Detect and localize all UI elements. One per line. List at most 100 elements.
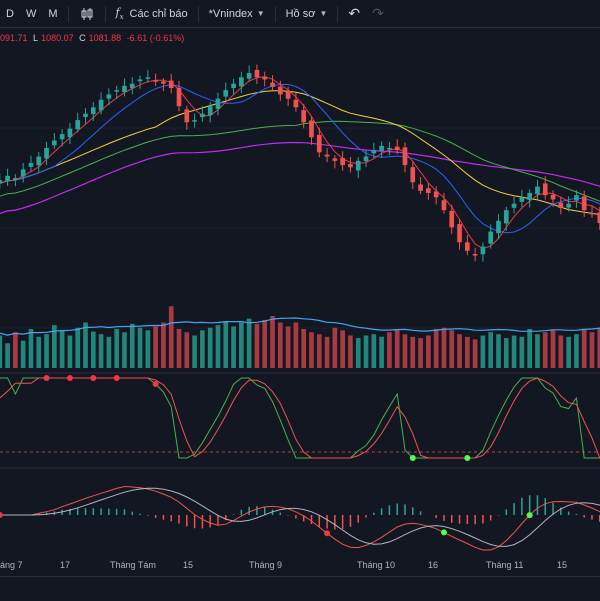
candle-body: [535, 186, 540, 195]
interval-m-button[interactable]: M: [42, 0, 63, 27]
toolbar-divider: [197, 5, 199, 22]
indicators-button[interactable]: fx Các chỉ báo: [110, 0, 194, 27]
volume-bar: [192, 335, 197, 368]
candle-body: [122, 85, 127, 93]
volume-bar: [36, 336, 42, 368]
candle-body: [309, 120, 314, 138]
volume-bar: [293, 322, 299, 368]
candle-body: [67, 128, 73, 138]
candle-body: [503, 210, 509, 224]
time-axis-label: 17: [60, 560, 71, 570]
volume-bar: [581, 329, 587, 368]
volume-bar: [176, 329, 182, 368]
interval-w-button[interactable]: W: [20, 0, 42, 27]
macd-cross-dot: [324, 530, 331, 537]
candle-body: [161, 81, 166, 84]
volume-bar: [309, 332, 314, 368]
volume-bar: [348, 335, 353, 368]
candle-body: [36, 156, 42, 166]
candle-body: [153, 80, 158, 82]
volume-bar: [239, 322, 244, 368]
volume-bar: [246, 318, 252, 368]
time-axis-label: 16: [428, 560, 439, 570]
candle-body: [566, 203, 571, 208]
profile-dropdown[interactable]: Hồ sơ ▼: [280, 0, 334, 27]
ohlc-low-label: L: [33, 33, 39, 43]
volume-bar: [98, 334, 104, 368]
symbol-label: *Vnindex: [208, 7, 253, 20]
volume-bar: [402, 334, 408, 368]
candle-body: [363, 156, 369, 162]
candle-body: [270, 82, 275, 87]
candle-body: [488, 231, 494, 244]
candle-body: [223, 90, 229, 97]
time-axis-label: áng 7: [0, 560, 23, 570]
chevron-down-icon: ▼: [319, 9, 328, 18]
volume-bar: [231, 326, 236, 368]
candle-body: [44, 148, 49, 159]
candle-body: [355, 160, 361, 171]
candle-body: [441, 200, 447, 211]
candle-body: [246, 73, 252, 79]
candle-body: [574, 195, 579, 201]
candle-body: [207, 106, 213, 116]
macd-cross-dot: [526, 512, 533, 519]
candle-body: [316, 134, 322, 153]
oscillator-signal-dot: [464, 455, 471, 461]
volume-bar: [449, 330, 455, 368]
volume-bar: [441, 327, 447, 368]
volume-bar: [75, 327, 81, 368]
volume-bar: [542, 332, 548, 368]
symbol-dropdown[interactable]: *Vnindex ▼: [203, 0, 271, 27]
volume-bar: [324, 336, 330, 368]
candle-body: [527, 193, 532, 201]
ohlc-legend: 091.71 L 1080.07 C 1081.88 -6.61 (-0.61%): [0, 33, 187, 43]
oscillator-signal-dot: [113, 375, 120, 381]
volume-bar: [168, 306, 174, 368]
candle-body: [301, 110, 307, 123]
oscillator-signal-dot: [43, 375, 50, 381]
candle-body: [5, 175, 10, 181]
candle-body: [449, 210, 455, 228]
volume-bar: [550, 330, 556, 368]
volume-bar: [426, 335, 431, 368]
candle-body: [426, 188, 431, 193]
candle-body: [511, 203, 517, 208]
volume-bar: [410, 336, 416, 368]
volume-bar: [153, 326, 158, 368]
candle-body: [371, 150, 377, 154]
candle-body: [340, 157, 345, 166]
volume-bar: [28, 329, 34, 368]
candle-body: [129, 83, 135, 89]
volume-bar: [574, 334, 579, 368]
undo-button[interactable]: ↶: [342, 0, 366, 27]
time-axis: áng 7 17 Tháng Tám 15 Tháng 9 Tháng 10 1…: [0, 558, 600, 572]
candle-body: [597, 212, 600, 223]
candle-body: [137, 79, 143, 82]
candle-body: [457, 224, 462, 243]
price-chart[interactable]: [0, 28, 600, 558]
chevron-down-icon: ▼: [256, 9, 265, 18]
candle-body: [262, 76, 268, 80]
volume-bar: [122, 332, 127, 368]
oscillator-d-line: [0, 377, 600, 459]
oscillator-signal-dot: [152, 381, 159, 387]
volume-bar: [200, 330, 205, 368]
volume-bar: [301, 329, 307, 368]
undo-icon: ↶: [348, 5, 361, 21]
candle-body: [98, 99, 104, 111]
ma-long-line: [0, 120, 600, 202]
redo-button[interactable]: ↷: [366, 0, 390, 27]
candle-style-button[interactable]: [73, 0, 101, 27]
volume-bar: [254, 323, 260, 368]
volume-bar: [332, 327, 338, 368]
candle-body: [581, 196, 587, 211]
candle-body: [480, 246, 486, 255]
volume-bar: [597, 327, 600, 368]
volume-bar: [129, 323, 135, 368]
candle-body: [285, 91, 291, 99]
candle-body: [83, 113, 88, 117]
macd-signal-line: [0, 487, 600, 547]
interval-d-button[interactable]: D: [0, 0, 20, 27]
toolbar-divider: [274, 5, 276, 22]
